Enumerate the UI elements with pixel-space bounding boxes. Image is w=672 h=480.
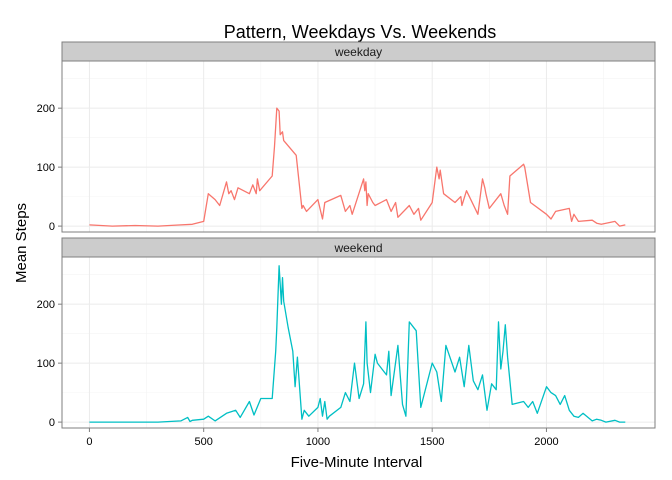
x-tick-label: 2000 (534, 436, 558, 448)
strip-label-weekday: weekday (334, 45, 382, 59)
y-axis-title: Mean Steps (13, 203, 30, 283)
x-tick-label: 0 (86, 436, 92, 448)
x-axis-title: Five-Minute Interval (291, 454, 423, 471)
x-tick-label: 1500 (420, 436, 444, 448)
panel-border-weekend (61, 256, 656, 429)
y-tick-label: 100 (37, 162, 55, 174)
x-tick-label: 500 (195, 436, 213, 448)
y-tick-label: 0 (49, 221, 55, 233)
panel-weekday: weekday 0 100 200 (37, 41, 656, 233)
x-tick-label: 1000 (306, 436, 330, 448)
panel-weekend: weekend 0 100 200 (37, 237, 656, 429)
strip-label-weekend: weekend (333, 241, 382, 255)
chart-title: Pattern, Weekdays Vs. Weekends (224, 22, 496, 42)
series-line-weekday (89, 107, 626, 227)
x-axis: 0 500 1000 1500 2000 (86, 428, 559, 448)
y-tick-label: 100 (37, 358, 55, 370)
chart-panels: weekday 0 100 200 weekend 0 100 200 (37, 41, 656, 429)
y-tick-label: 200 (37, 103, 55, 115)
y-tick-label: 200 (37, 299, 55, 311)
series-line-weekend (89, 265, 626, 423)
panel-border-weekday (61, 60, 656, 233)
y-tick-label: 0 (49, 417, 55, 429)
